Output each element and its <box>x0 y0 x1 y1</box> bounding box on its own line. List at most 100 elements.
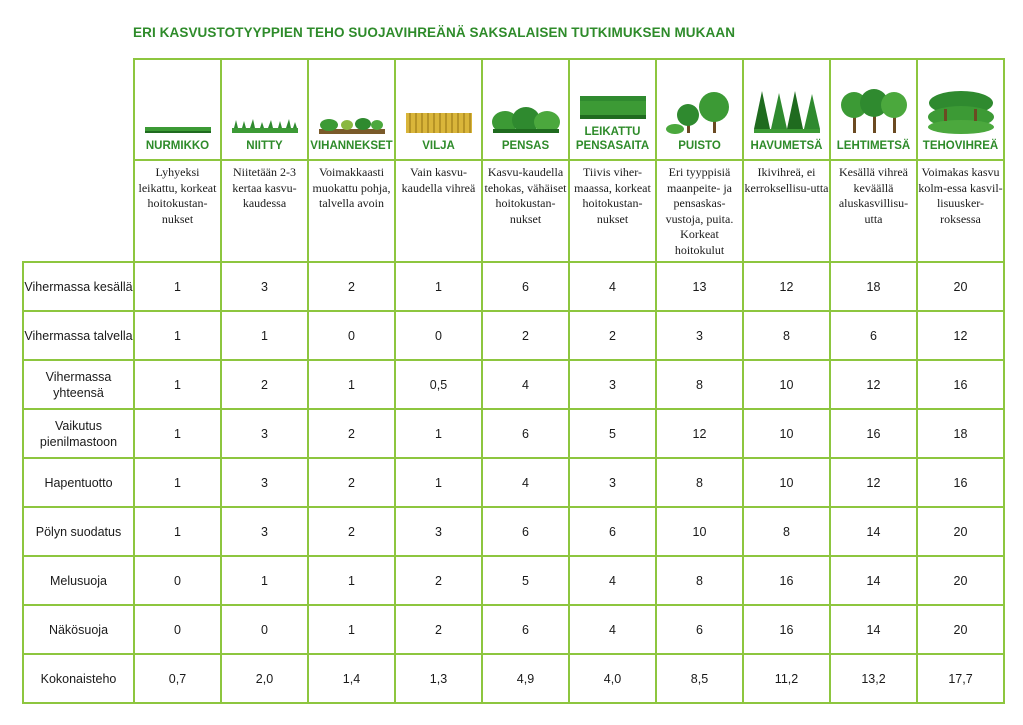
table-cell: 4 <box>481 457 570 508</box>
column-name: HAVUMETSÄ <box>750 140 823 152</box>
table-cell: 2 <box>307 261 396 312</box>
table-cell: 2 <box>307 506 396 557</box>
table-cell: 4,0 <box>568 653 657 704</box>
table-cell: 2,0 <box>220 653 309 704</box>
table-cell: 12 <box>655 408 744 459</box>
column-header: VILJA <box>394 58 483 161</box>
column-header: LEIKATTU PENSASAITA <box>568 58 657 161</box>
row-label: Vaikutus pienilmastoon <box>22 408 135 459</box>
table-cell: 2 <box>568 310 657 361</box>
vegetables-icon <box>318 118 385 134</box>
table-cell: 12 <box>829 457 918 508</box>
table-cell: 20 <box>916 604 1005 655</box>
table-cell: 1 <box>307 604 396 655</box>
table-cell: 18 <box>916 408 1005 459</box>
corner-blank <box>23 59 134 262</box>
table-cell: 0,7 <box>133 653 222 704</box>
table-cell: 0 <box>133 555 222 606</box>
table-cell: 1 <box>307 359 396 410</box>
table-cell: 2 <box>394 604 483 655</box>
table-cell: 14 <box>829 555 918 606</box>
table-cell: 10 <box>742 457 831 508</box>
deciduous-forest-icon <box>840 89 907 133</box>
table-cell: 20 <box>916 555 1005 606</box>
table-cell: 2 <box>481 310 570 361</box>
table-body: Vihermassa kesällä 1 3 2 1 6 4 13 12 18 20 Vihermas… <box>22 261 1005 704</box>
table-cell: 1 <box>133 457 222 508</box>
column-header: LEHTIMETSÄ <box>829 58 918 161</box>
table-cell: 0 <box>133 604 222 655</box>
grain-field-icon <box>405 113 472 133</box>
table-cell: 3 <box>220 506 309 557</box>
table-cell: 4 <box>568 604 657 655</box>
table-cell: 10 <box>742 408 831 459</box>
table-cell: 1,3 <box>394 653 483 704</box>
table-cell: 6 <box>481 506 570 557</box>
table-cell: 14 <box>829 604 918 655</box>
table-cell: 6 <box>481 261 570 312</box>
table-row: Vihermassa talvella 1 1 0 0 2 2 3 8 6 12 <box>22 310 1005 361</box>
table-cell: 1 <box>394 261 483 312</box>
table-cell: 1 <box>220 310 309 361</box>
row-label: Kokonaisteho <box>22 653 135 704</box>
dense-green-icon <box>927 91 994 134</box>
table-cell: 20 <box>916 261 1005 312</box>
lawn-strip-icon <box>144 127 211 133</box>
column-header: NURMIKKO <box>133 58 222 161</box>
table-cell: 6 <box>655 604 744 655</box>
table-cell: 12 <box>829 359 918 410</box>
table-cell: 6 <box>568 506 657 557</box>
table-cell: 16 <box>916 359 1005 410</box>
table-cell: 4,9 <box>481 653 570 704</box>
table-cell: 4 <box>568 261 657 312</box>
table-cell: 8 <box>742 310 831 361</box>
meadow-grass-icon <box>231 119 298 133</box>
table-cell: 6 <box>481 604 570 655</box>
table-cell: 1 <box>133 506 222 557</box>
column-name: VIHANNEKSET <box>310 140 393 152</box>
column-header: TEHOVIHREÄ <box>916 58 1005 161</box>
table-cell: 3 <box>220 261 309 312</box>
table-cell: 0,5 <box>394 359 483 410</box>
table-cell: 3 <box>655 310 744 361</box>
table-cell: 11,2 <box>742 653 831 704</box>
table-cell: 2 <box>220 359 309 410</box>
column-name: PENSAS <box>501 140 550 152</box>
shrub-icon <box>491 107 560 133</box>
table-cell: 0 <box>394 310 483 361</box>
table-cell: 0 <box>220 604 309 655</box>
table-cell: 1,4 <box>307 653 396 704</box>
column-header: NIITTY <box>220 58 309 161</box>
column-header: HAVUMETSÄ <box>742 58 831 161</box>
table-cell: 2 <box>307 457 396 508</box>
table-cell: 18 <box>829 261 918 312</box>
table-row: Vihermassa yhteensä 1 2 1 0,5 4 3 8 10 12 16 <box>22 359 1005 410</box>
table-cell: 1 <box>220 555 309 606</box>
column-name: PUISTO <box>678 140 721 152</box>
column-description: Kasvu-kaudella tehokas, vähäiset hoitoku… <box>481 159 570 263</box>
table-row: Hapentuotto 1 3 2 1 4 3 8 10 12 16 <box>22 457 1005 508</box>
table-cell: 6 <box>481 408 570 459</box>
table-cell: 13,2 <box>829 653 918 704</box>
table-cell: 3 <box>394 506 483 557</box>
row-label: Pölyn suodatus <box>22 506 135 557</box>
table-cell: 2 <box>394 555 483 606</box>
table-cell: 8 <box>655 555 744 606</box>
table-row: Kokonaisteho 0,7 2,0 1,4 1,3 4,9 4,0 8,5 11,2 13,… <box>22 653 1005 704</box>
page-title: ERI KASVUSTOTYYPPIEN TEHO SUOJAVIHREÄNÄ … <box>133 25 736 40</box>
row-label: Näkösuoja <box>22 604 135 655</box>
table-cell: 20 <box>916 506 1005 557</box>
park-trees-icon <box>665 92 729 134</box>
table-cell: 1 <box>394 457 483 508</box>
column-description: Ikivihreä, ei kerroksellisu-utta <box>742 159 831 263</box>
table-cell: 1 <box>394 408 483 459</box>
table-cell: 10 <box>655 506 744 557</box>
table-cell: 16 <box>742 555 831 606</box>
table-cell: 1 <box>133 310 222 361</box>
column-name: LEHTIMETSÄ <box>836 140 911 152</box>
conifer-forest-icon <box>753 91 820 133</box>
column-name: NURMIKKO <box>145 140 210 152</box>
column-description: Voimakkaasti muokattu pohja, talvella av… <box>307 159 396 263</box>
table-cell: 13 <box>655 261 744 312</box>
table-cell: 17,7 <box>916 653 1005 704</box>
